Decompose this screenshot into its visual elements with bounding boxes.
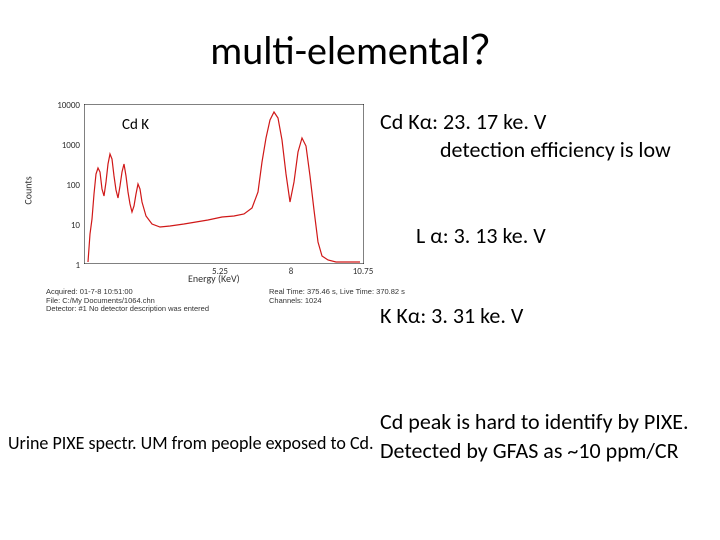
chart-annotation-cdk: Cd K	[122, 116, 149, 134]
chart-ylabel: Counts	[22, 176, 35, 204]
slide-title: multi-elemental？	[0, 18, 720, 76]
xtick-8: 8	[276, 266, 306, 277]
xtick-5: 5.25	[205, 266, 235, 277]
ytick-1000: 1000	[46, 140, 80, 151]
text-block-k-ka: K Kα: 3. 31 ke. V	[380, 302, 523, 330]
chart-caption: Acquired: 01-7-8 10:51:00 File: C:/My Do…	[46, 288, 405, 314]
bottom-left-caption: Urine PIXE spectr. UM from people expose…	[8, 432, 374, 454]
ytick-10: 10	[46, 220, 80, 231]
spectrum-chart: Counts Energy (KeV) 10000 1000 100 10 1 …	[48, 104, 368, 304]
bottom-right-line2: Detected by GFAS as ~10 ppm/CR	[380, 437, 689, 466]
cd-ka-line2: detection efficiency is low	[380, 136, 671, 164]
ytick-1: 1	[46, 260, 80, 271]
slide-root: multi-elemental？ Counts Energy (KeV) 100…	[0, 0, 720, 540]
caption-l3: Detector: #1 No detector description was…	[46, 305, 209, 314]
bottom-right-text: Cd peak is hard to identify by PIXE. Det…	[380, 408, 689, 465]
bottom-right-line1: Cd peak is hard to identify by PIXE.	[380, 408, 689, 437]
text-block-cd-ka: Cd Kα: 23. 17 ke. V detection efficiency…	[380, 108, 671, 163]
cd-ka-line1: Cd Kα: 23. 17 ke. V	[380, 108, 671, 136]
ytick-100: 100	[46, 180, 80, 191]
text-block-l-alpha: L α: 3. 13 ke. V	[380, 222, 546, 250]
xtick-10: 10.75	[348, 266, 378, 277]
ytick-10000: 10000	[46, 100, 80, 111]
